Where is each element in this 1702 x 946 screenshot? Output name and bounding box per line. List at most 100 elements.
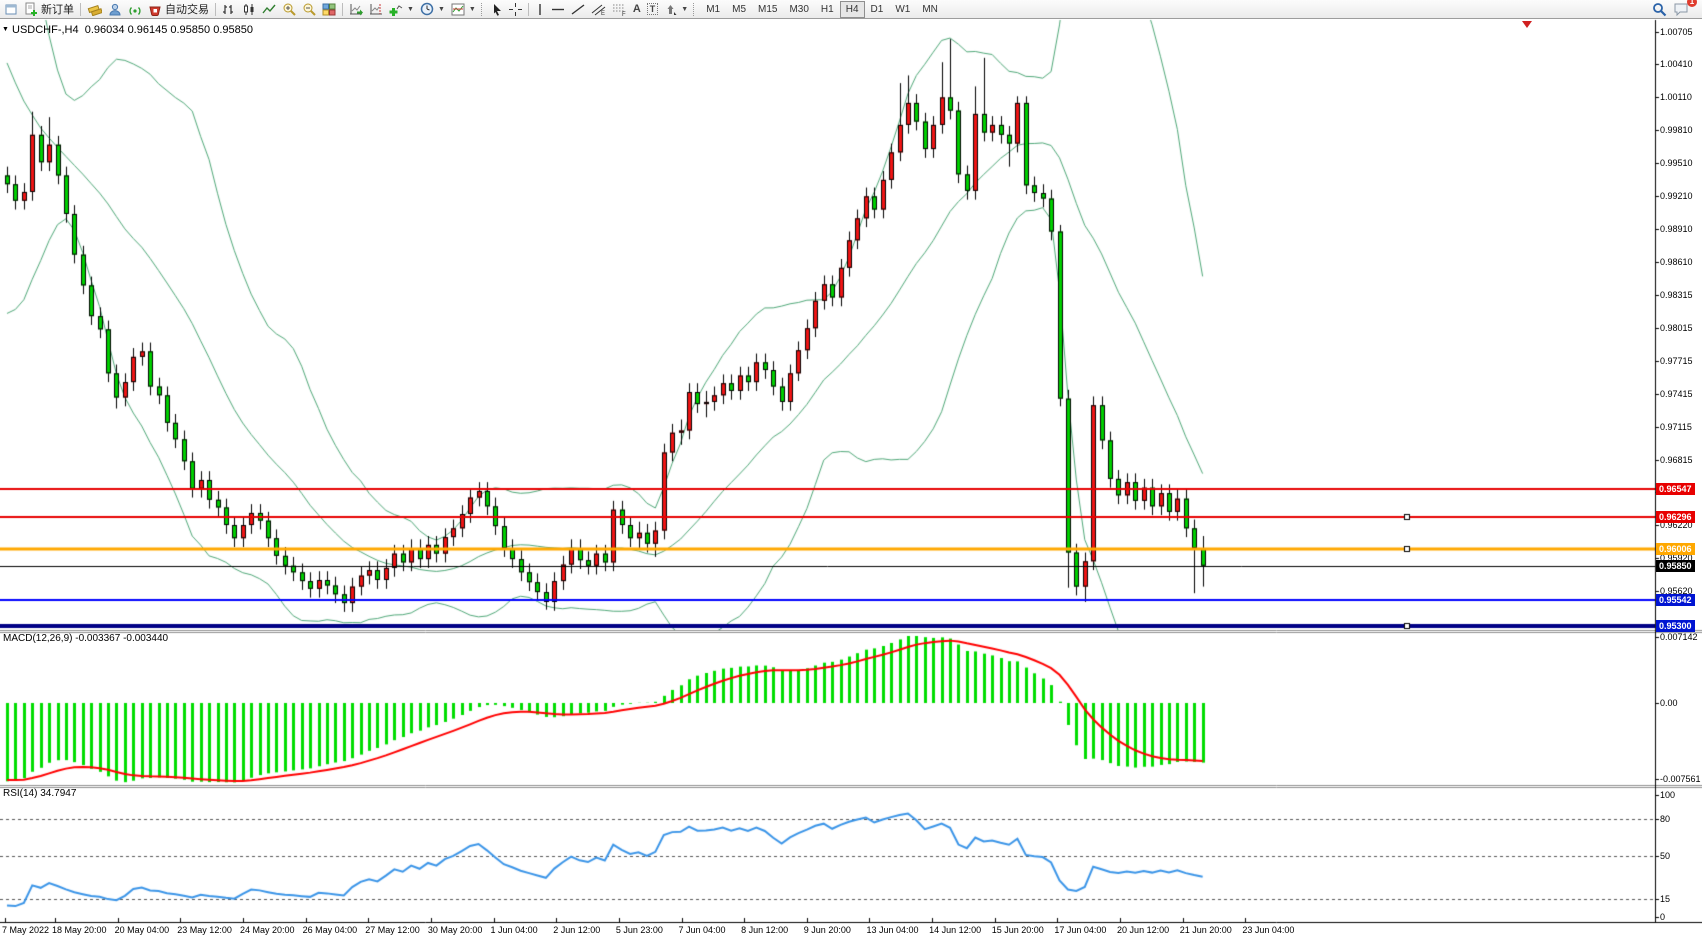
price-tick-label: 0.99810 xyxy=(1660,125,1693,136)
price-tick-label: 0.96815 xyxy=(1660,454,1693,465)
rsi-axis-label: 0 xyxy=(1660,912,1666,922)
price-tick-label: 0.95920 xyxy=(1660,553,1693,564)
trendline-icon[interactable] xyxy=(568,1,588,18)
macd-name: MACD(12,26,9) xyxy=(3,633,73,644)
price-tick-label: 0.98910 xyxy=(1660,224,1693,235)
time-tick-label: 21 Jun 20:00 xyxy=(1179,925,1232,935)
timeframe-W1[interactable]: W1 xyxy=(895,3,911,15)
chevron-down-icon: ▼ xyxy=(681,5,689,13)
toolbar-drag-handle[interactable] xyxy=(480,2,486,16)
periods-clock-button[interactable]: ▼ xyxy=(417,1,448,18)
timeframe-M1[interactable]: M1 xyxy=(706,3,721,15)
chart-symbol-period: USDCHF-,H4 xyxy=(12,24,79,36)
separator xyxy=(342,2,343,16)
arrows-button[interactable]: ▼ xyxy=(661,1,691,18)
chat-badge: 1 xyxy=(1687,0,1697,7)
time-tick-label: 9 Jun 20:00 xyxy=(803,925,851,935)
crosshair-icon[interactable] xyxy=(506,1,525,18)
text-tool-label: A xyxy=(632,3,641,15)
price-tag-0.96006: 0.96006 xyxy=(1656,542,1695,555)
autoscroll-icon[interactable] xyxy=(346,1,366,18)
time-tick-label: 20 May 04:00 xyxy=(114,925,170,935)
timeframe-M15[interactable]: M15 xyxy=(758,3,778,15)
profile-icon[interactable] xyxy=(105,1,125,18)
candlestick-icon[interactable] xyxy=(239,1,259,18)
time-tick-label: 26 May 04:00 xyxy=(302,925,358,935)
gold-bars-icon[interactable] xyxy=(84,1,105,18)
chart-title: USDCHF-,H4 0.96034 0.96145 0.95850 0.958… xyxy=(12,24,253,36)
signal-icon[interactable] xyxy=(125,1,145,18)
time-tick-label: 23 Jun 04:00 xyxy=(1242,925,1295,935)
price-tag-0.95542: 0.95542 xyxy=(1656,593,1695,606)
channel-icon[interactable]: E xyxy=(588,1,609,18)
price-tick-label: 0.97715 xyxy=(1660,355,1693,366)
price-tick-label: 1.00410 xyxy=(1660,59,1693,70)
chevron-down-icon: ▼ xyxy=(407,5,414,13)
label-tool-button[interactable]: T xyxy=(644,1,662,18)
scroll-end-marker[interactable] xyxy=(1522,21,1532,28)
price-tick-label: 0.97415 xyxy=(1660,388,1693,399)
timeframe-group: M1 M5 M15 M30 H1 H4 D1 W1 MN xyxy=(700,0,944,18)
price-tick-label: 0.95620 xyxy=(1660,586,1693,596)
macd-axis-label: -0.007561 xyxy=(1660,774,1701,784)
cursor-icon[interactable] xyxy=(488,1,506,18)
indicators-button[interactable]: ▼ xyxy=(386,1,417,18)
timeframe-MN[interactable]: MN xyxy=(922,3,938,15)
time-tick-label: 18 May 20:00 xyxy=(52,925,107,935)
rsi-axis-label: 100 xyxy=(1660,790,1676,800)
time-tick-label: 24 May 20:00 xyxy=(239,925,295,935)
horizontal-line-icon[interactable] xyxy=(548,1,568,18)
chart-shift-icon[interactable] xyxy=(366,1,386,18)
time-tick-label: 1 Jun 04:00 xyxy=(490,925,538,935)
zoom-out-icon[interactable] xyxy=(299,1,319,18)
price-tick-label: 0.97115 xyxy=(1660,421,1692,432)
chat-button[interactable]: 1 xyxy=(1670,0,1697,18)
tile-windows-icon[interactable] xyxy=(319,1,339,18)
chevron-down-icon: ▼ xyxy=(468,5,476,13)
template-button[interactable]: ▼ xyxy=(448,1,479,18)
time-tick-label: 7 Jun 04:00 xyxy=(678,925,726,935)
price-tick-label: 0.98610 xyxy=(1660,257,1693,268)
autotrade-button[interactable]: 自动交易 xyxy=(145,1,212,18)
timeframe-H1[interactable]: H1 xyxy=(820,3,834,15)
macd-axis-label: 0.007142 xyxy=(1660,632,1698,642)
time-tick-label: 23 May 12:00 xyxy=(177,925,232,935)
rsi-axis-label: 80 xyxy=(1660,814,1671,825)
text-tool-button[interactable]: A xyxy=(630,1,644,18)
fibonacci-icon[interactable]: F xyxy=(609,1,630,18)
price-tick-label: 1.00110 xyxy=(1660,92,1692,103)
collapse-arrow[interactable]: ▼ xyxy=(2,26,9,33)
timeframe-H4[interactable]: H4 xyxy=(839,0,865,18)
vertical-line-icon[interactable] xyxy=(532,1,548,18)
macd-value-2: -0.003440 xyxy=(123,633,169,644)
rsi-label: RSI(14) 34.7947 xyxy=(3,788,76,799)
rsi-value: 34.7947 xyxy=(40,788,77,799)
time-tick-label: 30 May 20:00 xyxy=(427,925,483,935)
time-tick-label: 14 Jun 12:00 xyxy=(929,925,982,935)
price-tick-label: 1.00705 xyxy=(1660,27,1693,37)
svg-text:E: E xyxy=(601,11,605,16)
zoom-in-icon[interactable] xyxy=(279,1,299,18)
toolbar-drag-handle[interactable] xyxy=(693,2,698,16)
price-tick-label: 0.98015 xyxy=(1660,322,1693,333)
rsi-axis-label: 15 xyxy=(1660,893,1671,904)
toolbar: 新订单 自动交易 xyxy=(0,0,1702,19)
timeframe-D1[interactable]: D1 xyxy=(870,3,884,15)
price-tag-0.96547: 0.96547 xyxy=(1656,483,1695,496)
price-tag-0.96296: 0.96296 xyxy=(1656,510,1695,523)
chevron-down-icon: ▼ xyxy=(437,5,445,13)
separator xyxy=(80,2,81,16)
new-order-button[interactable]: 新订单 xyxy=(21,1,77,18)
line-chart-icon[interactable] xyxy=(259,1,279,18)
search-icon[interactable] xyxy=(1649,1,1670,18)
price-tick-label: 0.99210 xyxy=(1660,191,1693,202)
bar-chart-icon[interactable] xyxy=(219,1,239,18)
macd-value-1: -0.003367 xyxy=(75,633,121,644)
timeframe-M30[interactable]: M30 xyxy=(789,3,809,15)
price-tag-0.95300: 0.95300 xyxy=(1656,620,1695,633)
separator xyxy=(527,2,529,16)
chart-window-icon[interactable] xyxy=(2,1,21,18)
timeframe-M5[interactable]: M5 xyxy=(732,3,747,15)
